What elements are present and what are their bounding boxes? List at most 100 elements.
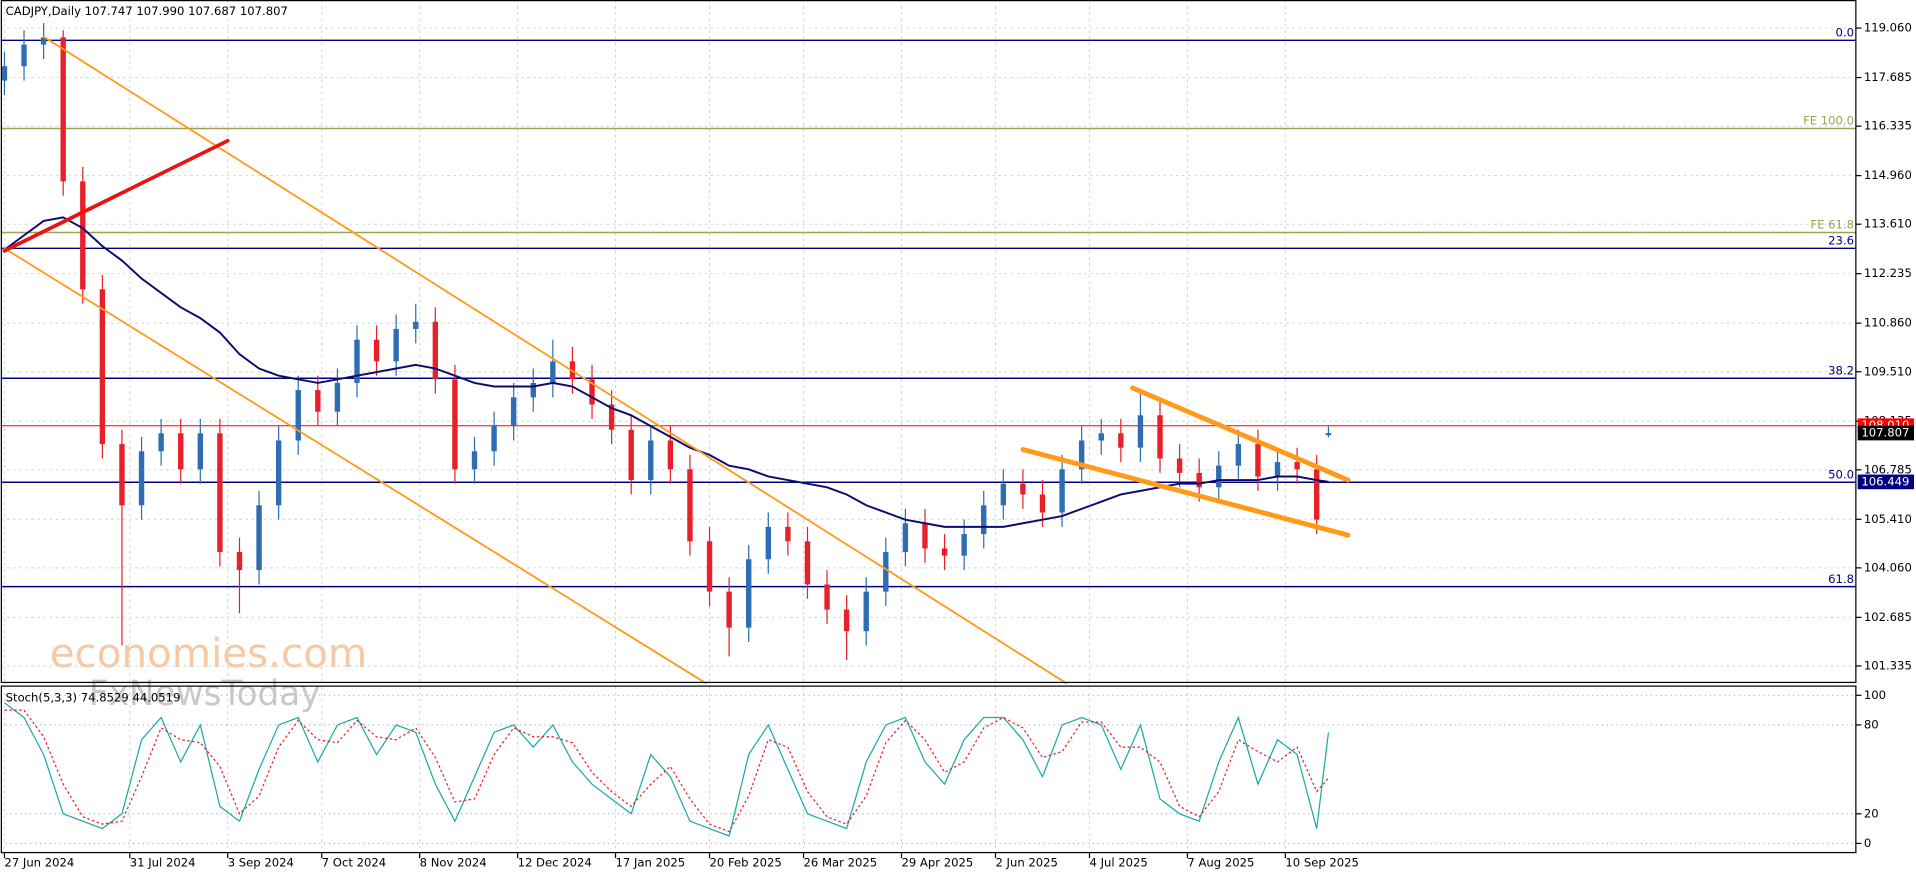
y-tick-label: 101.335 <box>1864 658 1912 672</box>
candle-body <box>1000 483 1007 506</box>
candle-body <box>530 382 536 398</box>
y-tick-label: 100 <box>1864 688 1886 702</box>
trendline <box>42 35 1067 684</box>
indicator-value: 74.8529 <box>81 690 129 704</box>
candle-body <box>275 440 282 506</box>
x-tick-label: 4 Jul 2025 <box>1089 855 1147 869</box>
candle-body <box>687 469 693 542</box>
x-tick-label: 3 Sep 2024 <box>228 855 294 869</box>
symbol: CADJPY,Daily <box>6 4 81 18</box>
candle-body <box>961 534 967 556</box>
candle-body <box>1 66 8 81</box>
stoch-line <box>4 702 1330 837</box>
candle-body <box>648 440 654 481</box>
candle-body <box>452 379 458 470</box>
candle-body <box>1078 440 1085 470</box>
candle-body <box>843 609 850 632</box>
candle-body <box>256 505 262 571</box>
candle-body <box>883 552 889 592</box>
trendline <box>2 138 230 253</box>
indicator-value: 44.0519 <box>132 690 180 704</box>
candle-body <box>922 523 928 549</box>
level-label: 23.6 <box>1828 233 1854 247</box>
candle-body <box>824 584 830 610</box>
x-tick-label: 27 Jun 2024 <box>4 855 74 869</box>
candle-body <box>589 379 595 405</box>
candle-body <box>393 328 399 362</box>
candle-body <box>354 339 360 383</box>
ohlc-value: 107.990 <box>136 4 184 18</box>
candle-body <box>1157 415 1163 459</box>
candle-body <box>1118 433 1124 448</box>
x-tick-label: 10 Sep 2025 <box>1285 855 1359 869</box>
candle-body <box>1137 415 1144 448</box>
candle-body <box>334 382 341 412</box>
candle-body <box>726 591 732 628</box>
stoch-pane-border <box>0 685 1857 854</box>
candle-body <box>1314 469 1320 520</box>
price-marker <box>1857 425 1915 441</box>
chart-header: CADJPY,Daily 107.747 107.990 107.687 107… <box>6 4 288 18</box>
candle-body <box>1059 469 1065 513</box>
ohlc-value: 107.807 <box>240 4 288 18</box>
candle-body <box>1294 462 1300 470</box>
x-tick-label: 20 Feb 2025 <box>710 855 782 869</box>
y-tick-label: 116.335 <box>1864 119 1912 133</box>
ohlc-value: 107.747 <box>85 4 133 18</box>
trendline <box>1130 385 1351 483</box>
candle-body <box>510 397 517 427</box>
candle-body <box>1196 472 1202 488</box>
x-tick-label: 7 Oct 2024 <box>322 855 386 869</box>
candle-body <box>40 37 47 45</box>
x-tick-label: 8 Nov 2024 <box>420 855 487 869</box>
candle-body <box>197 433 203 470</box>
candle-body <box>941 548 948 556</box>
candle-body <box>119 444 125 506</box>
candle-body <box>608 404 615 430</box>
candle-body <box>550 361 556 383</box>
x-tick-label: 7 Aug 2025 <box>1187 855 1254 869</box>
y-tick-label: 110.860 <box>1864 316 1912 330</box>
y-tick-label: 113.610 <box>1864 217 1912 231</box>
candle-body <box>1216 465 1222 488</box>
candle-body <box>804 541 811 585</box>
level-label: 38.2 <box>1828 363 1854 377</box>
candle-body <box>80 181 86 290</box>
candle-body <box>178 433 184 470</box>
candle-body <box>863 591 869 632</box>
level-label: FE 61.8 <box>1810 218 1854 232</box>
x-tick-label: 12 Dec 2024 <box>518 855 592 869</box>
watermark: FxNewsToday <box>89 674 321 714</box>
candle-body <box>60 37 66 182</box>
y-tick-label: 102.685 <box>1864 610 1912 624</box>
candle-body <box>138 451 145 506</box>
candle-body <box>1255 444 1261 477</box>
trendline <box>3 247 707 684</box>
x-tick-label: 29 Apr 2025 <box>901 855 973 869</box>
trendline <box>1020 447 1351 538</box>
y-tick-label: 106.785 <box>1864 462 1912 476</box>
y-tick-label: 20 <box>1864 806 1879 820</box>
candle-body <box>99 289 106 445</box>
y-tick-label: 104.060 <box>1864 560 1912 574</box>
candle-body <box>667 440 674 470</box>
y-tick-label: 114.960 <box>1864 168 1912 182</box>
candle-body <box>981 505 987 535</box>
candle-body <box>373 339 380 362</box>
y-tick-label: 0 <box>1864 836 1871 850</box>
candle-body <box>236 552 243 571</box>
candle-body <box>158 433 164 452</box>
price-marker-label: 107.807 <box>1861 426 1909 440</box>
watermark: economies.com <box>50 630 368 677</box>
x-tick-label: 2 Jun 2025 <box>995 855 1057 869</box>
y-tick-label: 80 <box>1864 717 1879 731</box>
candle-body <box>1325 433 1332 436</box>
indicator-name: Stoch(5,3,3) <box>6 690 77 704</box>
y-tick-label: 105.410 <box>1864 512 1912 526</box>
plot-area: 0.0 FE 100.0 FE 61.823.6 38.2 50.0 61.8 <box>0 23 1857 837</box>
candle-body <box>491 426 497 452</box>
level-label: FE 100.0 <box>1803 114 1854 128</box>
candle-body <box>1235 444 1242 466</box>
